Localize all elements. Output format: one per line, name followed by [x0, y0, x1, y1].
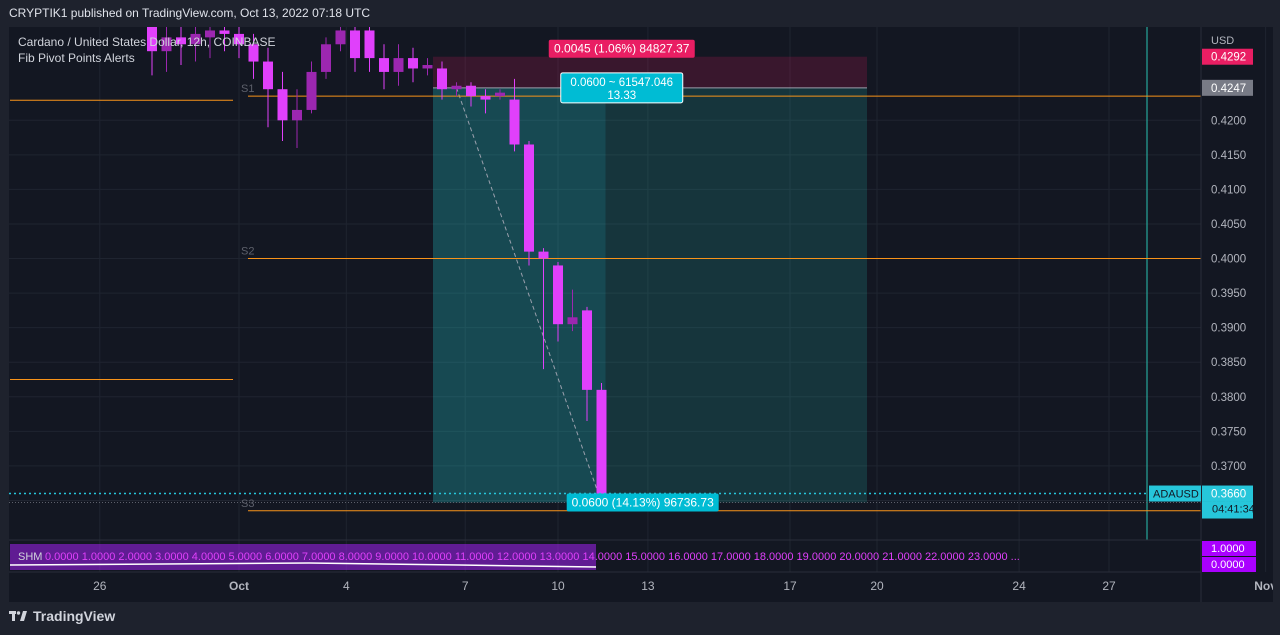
price-tick: 0.3750: [1211, 426, 1246, 438]
candle-body: [176, 37, 186, 45]
publisher-line: CRYPTIK1 published on TradingView.com, O…: [9, 6, 371, 20]
footer-brand[interactable]: TradingView: [33, 608, 116, 624]
price-tick: 0.3950: [1211, 288, 1246, 300]
candle-body: [393, 58, 404, 72]
price-label: 0.4247: [1211, 83, 1246, 95]
candle-body: [234, 33, 244, 45]
time-tick: 17: [783, 579, 797, 593]
shm-line: [9, 562, 597, 568]
candle-body: [466, 85, 476, 97]
shm-name[interactable]: SHM: [18, 551, 42, 563]
candle-body: [335, 30, 346, 45]
price-tick: 0.3800: [1211, 392, 1246, 404]
candle-body: [219, 30, 230, 34]
candle-body: [263, 61, 273, 90]
price-label-bg: [1202, 79, 1253, 96]
candle-body: [582, 310, 592, 390]
legend-indicator[interactable]: Fib Pivot Points Alerts: [18, 51, 135, 65]
target-label: 0.0600 (14.13%) 96736.73: [572, 496, 714, 510]
candle-body: [161, 37, 172, 52]
price-tick: 0.3700: [1211, 461, 1246, 473]
candle-body: [321, 44, 331, 72]
center-label-line1: 0.0600 ~ 61547.046: [570, 77, 673, 89]
shm-scale-top: 1.0000: [1211, 543, 1245, 555]
price-tick: 0.3850: [1211, 357, 1246, 369]
pivot-levels: S1 S2 S3: [10, 83, 1201, 512]
time-tick: 27: [1102, 579, 1116, 593]
footer: TradingView: [9, 608, 115, 624]
candle-body: [596, 389, 607, 494]
price-label-bg: [1202, 485, 1253, 502]
time-axis-ticks[interactable]: 26 Oct 4 7 10 13 17 20 24 27 Nov: [93, 579, 1273, 593]
countdown: 04:41:34: [1212, 504, 1255, 516]
price-label: 0.3660: [1211, 489, 1246, 501]
time-tick: 10: [551, 579, 565, 593]
price-chart[interactable]: S1 S2 S3 0.0045 (1.06%) 84827.37 0.0600 ~ 6…: [9, 27, 1273, 602]
candle-body: [205, 30, 215, 38]
candle-body: [147, 27, 157, 52]
shm-scale-top-bg: [1202, 541, 1256, 556]
countdown-bg: [1202, 501, 1253, 516]
price-tick: 0.3900: [1211, 323, 1246, 335]
candle-body: [567, 317, 578, 325]
shm-scale-bottom-bg: [1202, 557, 1256, 572]
candle-body: [437, 68, 447, 90]
pivot-label-s1: S1: [241, 83, 254, 95]
legend-symbol[interactable]: Cardano / United States Dollar, 12h, COI…: [18, 35, 275, 49]
center-label-bg: [560, 72, 684, 104]
symbol-tag-bg: [1149, 485, 1201, 502]
time-tick: 24: [1012, 579, 1026, 593]
price-tick: 0.4100: [1211, 184, 1246, 196]
stop-label-bg: [548, 39, 695, 58]
price-tick: 0.4200: [1211, 115, 1246, 127]
candle-body: [292, 109, 302, 121]
candle-body: [306, 71, 317, 110]
price-tick: 0.4000: [1211, 254, 1246, 266]
pivot-label-s3: S3: [241, 498, 254, 510]
target-label-bg: [566, 493, 719, 512]
candle-body: [248, 44, 259, 62]
candle-body: [422, 65, 433, 69]
price-tick: 0.4050: [1211, 219, 1246, 231]
position-labels[interactable]: 0.0045 (1.06%) 84827.37 0.0600 ~ 61547.04…: [548, 39, 719, 512]
candle-body: [190, 33, 201, 45]
trade-path-line: [456, 87, 602, 503]
candle-body: [277, 89, 288, 121]
target-zone: [433, 87, 867, 503]
candle-body: [379, 58, 389, 72]
candle-body: [538, 251, 549, 259]
stop-label: 0.0045 (1.06%) 84827.37: [554, 42, 690, 56]
time-tick: 20: [870, 579, 884, 593]
time-tick: 13: [641, 579, 655, 593]
candles[interactable]: [147, 27, 607, 497]
time-tick: 4: [343, 579, 350, 593]
price-axis-ticks[interactable]: 0.4200 0.4150 0.4100 0.4050 0.4000 0.3950 0.39…: [1211, 115, 1246, 507]
shm-values: 0.0000 1.0000 2.0000 3.0000 4.0000 5.000…: [45, 551, 1020, 563]
candle-body: [350, 30, 360, 59]
center-label-line2: 13.33: [607, 90, 636, 102]
candle-body: [495, 92, 505, 97]
price-axis-currency: USD: [1211, 35, 1234, 47]
time-tick: 26: [93, 579, 107, 593]
candle-body: [524, 144, 534, 252]
price-tick: 0.4150: [1211, 150, 1246, 162]
position-tool[interactable]: [433, 56, 867, 503]
price-label-bg: [1202, 48, 1253, 65]
filled-zone: [433, 87, 606, 503]
candle-body: [364, 30, 375, 59]
price-label: 0.4292: [1211, 52, 1246, 64]
candle-body: [451, 85, 462, 90]
candle-body: [509, 99, 520, 145]
candle-body: [480, 96, 491, 100]
symbol-tag: ADAUSD: [1153, 489, 1199, 501]
time-tick: Nov: [1254, 579, 1273, 593]
tradingview-logo-icon: [9, 611, 27, 621]
time-tick: Oct: [229, 579, 249, 593]
pivot-label-s2: S2: [241, 246, 254, 258]
time-tick: 7: [462, 579, 469, 593]
candle-body: [553, 265, 563, 325]
candle-body: [408, 58, 418, 69]
shm-scale-bottom: 0.0000: [1211, 559, 1245, 571]
